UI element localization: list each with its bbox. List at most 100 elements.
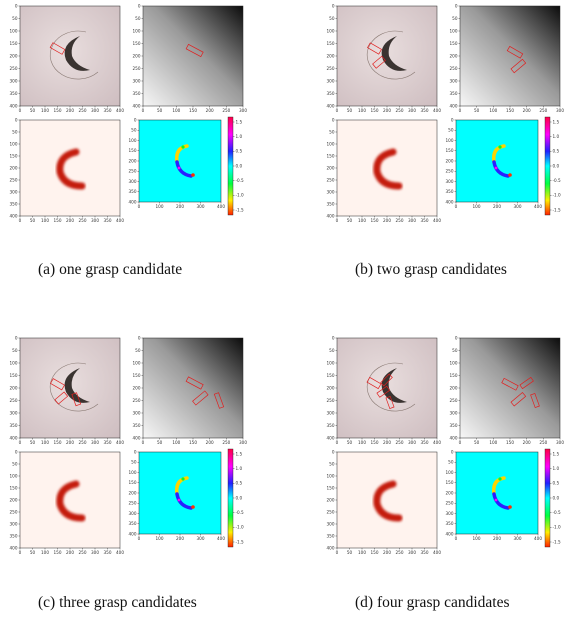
rgb-axis-xtick: 150 [54, 108, 62, 113]
rgb-axis-xtick: 200 [66, 440, 74, 445]
depth-axis-xtick: 250 [539, 440, 547, 445]
quality-axis-xtick: 400 [433, 218, 441, 222]
rgb-axis-xtick: 250 [79, 108, 87, 113]
colorbar-tick: 0.0 [553, 495, 560, 500]
quality-map [337, 120, 437, 216]
rgb-axis-ytick: 200 [10, 53, 18, 58]
rgb-axis-xtick: 0 [19, 440, 22, 445]
colorbar-tick: 0.5 [553, 481, 560, 486]
rgb-axis-xtick: 350 [104, 440, 112, 445]
angle-axis-ytick: 350 [129, 189, 137, 194]
angle-axis-xtick: 300 [514, 204, 522, 209]
rgb-axis-xtick: 400 [433, 440, 441, 445]
quality-axis-xtick: 200 [383, 218, 391, 222]
depth-axis-xtick: 100 [172, 440, 180, 445]
depth-grasp-box [192, 390, 209, 406]
depth-axis-xtick: 50 [157, 108, 163, 113]
rgb-axis-ytick: 0 [332, 336, 335, 340]
angle-axis-ytick: 350 [129, 521, 137, 526]
depth-axis-ytick: 150 [133, 373, 141, 378]
angle-axis-ytick: 350 [446, 521, 454, 526]
angle-segment [177, 498, 181, 502]
angle-axis-xtick: 0 [455, 536, 458, 541]
rgb-axis-ytick: 100 [10, 28, 18, 33]
rgb-axis-ytick: 0 [332, 4, 335, 8]
rgb-axis-xtick: 100 [41, 108, 49, 113]
colorbar-tick: 0.0 [553, 163, 560, 168]
depth-grasp-box [501, 377, 519, 391]
quality-axis-ytick: 400 [10, 213, 18, 218]
depth-axis-ytick: 100 [133, 28, 141, 33]
rgb-axis-ytick: 200 [327, 53, 335, 58]
depth-axis-xtick: 50 [474, 108, 480, 113]
angle-axis-ytick: 150 [129, 148, 137, 153]
quality-axis-xtick: 50 [347, 218, 353, 222]
depth-grasp-box [510, 58, 527, 74]
angle-axis-ytick: 400 [129, 531, 137, 536]
angle-map [139, 120, 221, 202]
angle-segment [492, 160, 510, 178]
colorbar-tick: -1.5 [553, 539, 562, 544]
angle-segment [508, 505, 512, 509]
depth-axis-ytick: 350 [133, 423, 141, 428]
angle-segment [508, 173, 512, 177]
quality-axis-xtick: 0 [336, 550, 339, 554]
quality-blob [56, 148, 86, 190]
angle-axis-ytick: 200 [129, 490, 137, 495]
angle-axis-ytick: 50 [448, 460, 454, 465]
angle-segment [174, 144, 189, 164]
quality-axis-xtick: 150 [54, 218, 62, 222]
rgb-grasp-box [366, 376, 382, 390]
colorbar-tick: 1.0 [553, 466, 560, 471]
figure-panel-a: 0 50 100 150 200 250 300 350 400 0 50 100 150 200 250 3… [6, 3, 248, 223]
rgb-axis-xtick: 350 [104, 108, 112, 113]
quality-axis-ytick: 350 [10, 201, 18, 206]
rgb-object-outline [366, 362, 416, 412]
depth-axis-ytick: 0 [455, 4, 458, 8]
colorbar-tick: 1.5 [553, 451, 560, 456]
rgb-grasp-box [54, 391, 69, 405]
colorbar [544, 116, 551, 216]
quality-map [20, 452, 120, 548]
angle-axis-ytick: 50 [131, 128, 137, 133]
angle-axis-ytick: 150 [446, 148, 454, 153]
angle-segment [491, 144, 506, 164]
angle-axis-ytick: 0 [451, 449, 454, 454]
depth-axis-ytick: 150 [133, 41, 141, 46]
rgb-axis-ytick: 50 [12, 348, 18, 353]
figure-panel-d: 0 50 100 150 200 250 300 350 400 0 50 100 150 200 250 3… [323, 335, 565, 555]
quality-axis-xtick: 100 [358, 218, 366, 222]
quality-axis-xtick: 400 [116, 218, 124, 222]
angle-axis-ytick: 400 [129, 199, 137, 204]
rgb-axis-ytick: 250 [10, 398, 18, 403]
depth-axis-xtick: 0 [142, 440, 145, 445]
colorbar-tick: 1.5 [553, 119, 560, 124]
rgb-axis-xtick: 0 [19, 108, 22, 113]
angle-axis-ytick: 100 [446, 138, 454, 143]
figure-panel-b: 0 50 100 150 200 250 300 350 400 0 50 100 150 200 250 3… [323, 3, 565, 223]
rgb-axis-xtick: 250 [396, 440, 404, 445]
colorbar-tick: 1.5 [236, 119, 243, 124]
quality-axis-ytick: 200 [327, 165, 335, 170]
colorbar-tick: 0.5 [236, 149, 243, 154]
depth-grasp-box [506, 45, 524, 59]
quality-axis-ytick: 250 [10, 509, 18, 514]
rgb-axis-ytick: 400 [327, 103, 335, 108]
angle-axis-xtick: 400 [217, 536, 225, 541]
depth-axis-xtick: 300 [239, 440, 247, 445]
angle-segment [175, 160, 193, 178]
quality-axis-ytick: 50 [329, 461, 335, 466]
angle-axis-xtick: 400 [534, 204, 542, 209]
angle-axis-ytick: 0 [134, 117, 137, 122]
angle-segment [181, 477, 185, 481]
rgb-axis-xtick: 250 [396, 108, 404, 113]
angle-axis-ytick: 200 [446, 158, 454, 163]
angle-segment [494, 166, 498, 170]
colorbar-tick: -1.5 [553, 207, 562, 212]
depth-axis-ytick: 350 [133, 91, 141, 96]
angle-axis-xtick: 100 [473, 204, 481, 209]
quality-axis-xtick: 200 [66, 218, 74, 222]
quality-axis-xtick: 200 [383, 550, 391, 554]
angle-segment [177, 166, 181, 170]
quality-axis-ytick: 250 [327, 509, 335, 514]
